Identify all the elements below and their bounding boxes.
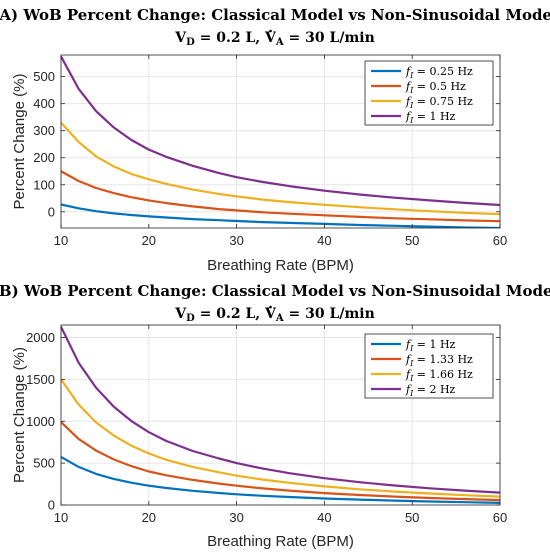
legend-label-0: fI = 1 Hz: [405, 338, 456, 353]
series-line-3: [61, 55, 500, 207]
y-tick-label: 0: [48, 498, 55, 513]
x-tick-label: 30: [229, 510, 243, 525]
x-tick-label: 50: [405, 510, 419, 525]
chart-subtitle: VD = 0.2 L, VA = 30 L/min: [174, 30, 375, 48]
y-axis-label: Percent Change (%): [11, 74, 28, 210]
y-tick-label: 500: [33, 69, 55, 84]
x-tick-label: 20: [142, 510, 156, 525]
y-axis-label: Percent Change (%): [11, 347, 28, 483]
y-tick-label: 0: [48, 204, 55, 219]
y-tick-label: 1000: [26, 414, 55, 429]
legend-label-1: fI = 1.33 Hz: [405, 353, 473, 368]
x-tick-label: 40: [317, 233, 331, 248]
x-tick-label: 50: [405, 233, 419, 248]
axes-box: [60, 324, 501, 506]
chart-panel-a: (A) WoB Percent Change: Classical Model …: [0, 6, 550, 274]
legend-label-3: fI = 2 Hz: [405, 383, 456, 398]
x-tick-label: 40: [317, 510, 331, 525]
x-tick-label: 10: [54, 233, 68, 248]
y-tick-label: 200: [33, 150, 55, 165]
chart-panel-b: (B) WoB Percent Change: Classical Model …: [0, 282, 550, 550]
dot-accent: [269, 29, 272, 33]
series-line-0: [61, 455, 500, 504]
series-line-2: [61, 121, 500, 216]
y-tick-label: 2000: [26, 330, 55, 345]
chart-title: (B) WoB Percent Change: Classical Model …: [0, 282, 550, 300]
x-tick-label: 60: [493, 510, 507, 525]
x-tick-label: 60: [493, 233, 507, 248]
legend-label-3: fI = 1 Hz: [405, 110, 456, 125]
x-tick-label: 30: [229, 233, 243, 248]
chart-title: (A) WoB Percent Change: Classical Model …: [0, 6, 550, 24]
y-tick-label: 300: [33, 123, 55, 138]
legend-label-2: fI = 1.66 Hz: [405, 368, 473, 383]
dot-accent: [269, 305, 272, 309]
series-line-0: [61, 203, 500, 228]
y-tick-label: 100: [33, 177, 55, 192]
y-tick-label: 1500: [26, 372, 55, 387]
series-line-3: [61, 326, 500, 494]
legend-label-0: fI = 0.25 Hz: [405, 65, 473, 80]
axes-box: [60, 54, 501, 229]
y-tick-label: 400: [33, 96, 55, 111]
series-line-2: [61, 378, 500, 498]
legend-label-2: fI = 0.75 Hz: [405, 95, 473, 110]
x-tick-label: 20: [142, 233, 156, 248]
x-axis-label: Breathing Rate (BPM): [207, 533, 354, 550]
x-tick-label: 10: [54, 510, 68, 525]
series-line-1: [61, 421, 500, 502]
y-tick-label: 500: [33, 456, 55, 471]
series-line-1: [61, 170, 500, 223]
x-axis-label: Breathing Rate (BPM): [207, 257, 354, 274]
chart-subtitle: VD = 0.2 L, VA = 30 L/min: [174, 306, 375, 324]
legend-label-1: fI = 0.5 Hz: [405, 80, 466, 95]
